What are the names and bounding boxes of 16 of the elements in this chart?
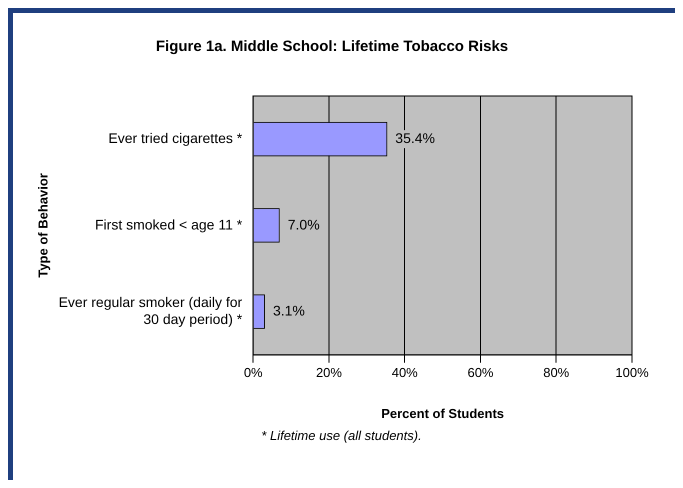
- data-label: 7.0%: [288, 216, 320, 232]
- x-tick-label: 80%: [543, 365, 570, 380]
- data-label: 3.1%: [272, 302, 305, 319]
- x-tick-label: 40%: [392, 365, 418, 380]
- x-tick-label: 20%: [316, 365, 342, 380]
- x-tick-label: 100%: [615, 365, 650, 380]
- text: * Lifetime use (all students).: [260, 428, 423, 443]
- x-tick-label: 60%: [467, 365, 494, 380]
- y-axis-title: Type of Behavior: [35, 173, 50, 278]
- y-tick-label: Ever regular smoker (daily for 30 day period) *: [58, 294, 243, 327]
- y-tick-label: First smoked < age 11 *: [95, 216, 243, 232]
- chart-title: Figure 1a. Middle School: Lifetime Tobacco Risks: [156, 38, 508, 56]
- y-tick-label: Ever tried cigarettes *: [108, 130, 243, 146]
- x-tick-label: 0%: [244, 365, 264, 380]
- data-label: 35.4%: [395, 130, 436, 146]
- x-axis-title: Percent of Students: [381, 406, 504, 421]
